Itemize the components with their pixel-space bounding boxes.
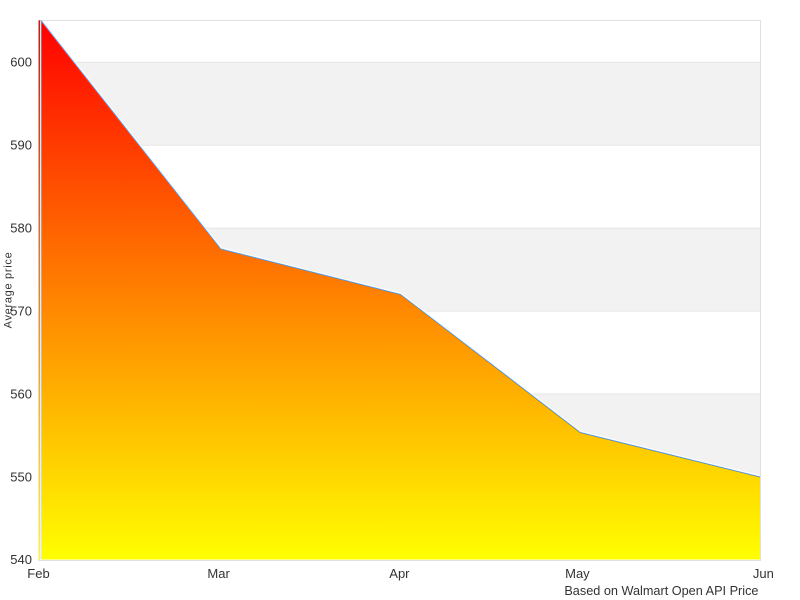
svg-text:600: 600 [10,55,32,70]
svg-text:Jun: Jun [753,566,774,581]
svg-text:570: 570 [10,304,32,319]
svg-text:580: 580 [10,221,32,236]
svg-text:540: 540 [10,552,32,567]
svg-text:May: May [565,566,590,581]
svg-text:590: 590 [10,138,32,153]
svg-text:Mar: Mar [207,566,230,581]
svg-text:Based on Walmart Open API Pric: Based on Walmart Open API Price [564,584,758,598]
svg-text:Feb: Feb [27,566,49,581]
svg-text:Apr: Apr [389,566,410,581]
svg-text:550: 550 [10,470,32,485]
svg-text:Average price: Average price [3,252,15,329]
svg-text:560: 560 [10,387,32,402]
